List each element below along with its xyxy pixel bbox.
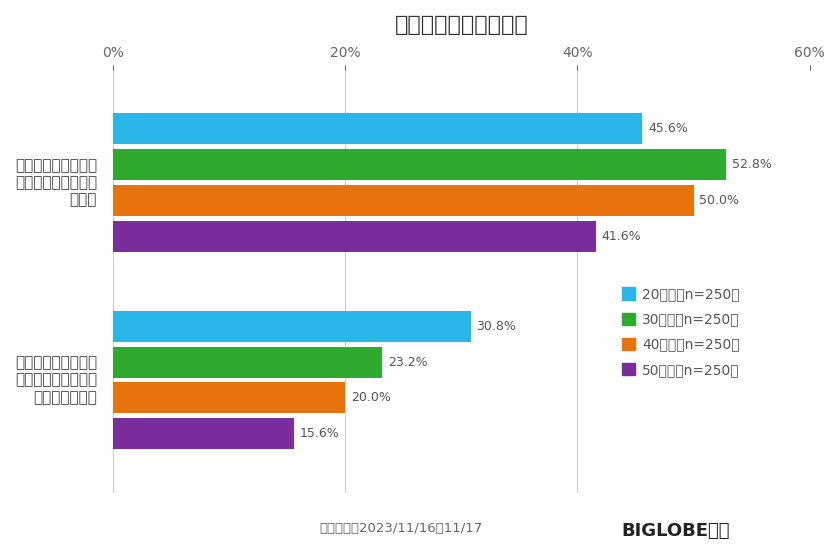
Text: 23.2%: 23.2%: [388, 355, 428, 369]
Bar: [113, 418, 294, 449]
Bar: [113, 221, 596, 252]
Bar: [113, 113, 643, 144]
Bar: [113, 311, 470, 342]
Title: クリスマスの出費予定: クリスマスの出費予定: [395, 15, 528, 35]
Bar: [113, 149, 726, 180]
Text: 50.0%: 50.0%: [700, 194, 739, 207]
Text: 調査期間：2023/11/16～11/17: 調査期間：2023/11/16～11/17: [319, 523, 482, 535]
Bar: [113, 185, 694, 216]
Text: 20.0%: 20.0%: [351, 391, 391, 405]
Text: BIGLOBE調べ: BIGLOBE調べ: [622, 522, 730, 540]
Bar: [113, 347, 382, 377]
Text: 45.6%: 45.6%: [648, 122, 688, 135]
Legend: 20代　（n=250）, 30代　（n=250）, 40代　（n=250）, 50代　（n=250）: 20代 （n=250）, 30代 （n=250）, 40代 （n=250）, 5…: [622, 287, 740, 377]
Text: 30.8%: 30.8%: [476, 319, 517, 333]
Bar: [113, 383, 345, 413]
Text: 52.8%: 52.8%: [732, 158, 772, 171]
Text: 41.6%: 41.6%: [601, 230, 642, 243]
Text: 15.6%: 15.6%: [300, 428, 339, 441]
